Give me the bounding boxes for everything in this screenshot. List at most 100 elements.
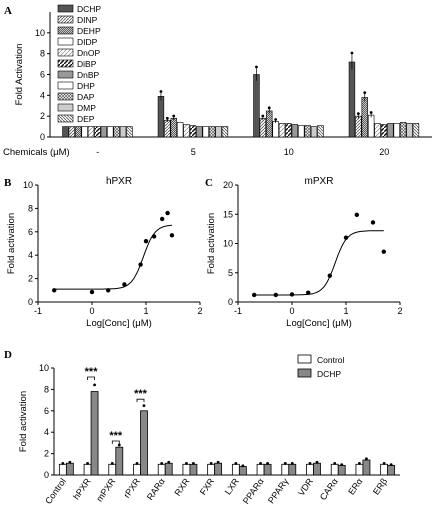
data-point-c (327, 273, 332, 278)
x-tick-label-b: 2 (197, 306, 202, 316)
replicate-dot-d (167, 460, 171, 464)
x-tick-label-d: hPXR (71, 476, 93, 501)
significance-label-d: *** (85, 366, 99, 378)
bar-a (393, 123, 400, 138)
bar-a (157, 96, 165, 138)
x-tick-label-c: -1 (234, 306, 242, 316)
fit-curve-c (254, 230, 384, 296)
significance-bracket-d (87, 376, 95, 381)
legend-swatch-d (297, 368, 312, 378)
significance-bracket-d (136, 398, 145, 403)
replicate-dot-a (261, 114, 265, 118)
bar-a (387, 123, 394, 138)
legend-swatch-a (57, 26, 74, 35)
chart-title-c: mPXR (305, 176, 334, 187)
y-tick-label-a: 2 (40, 111, 45, 121)
replicate-dot-d (389, 463, 393, 466)
legend-swatch-a (57, 70, 74, 79)
data-point-c (381, 249, 386, 254)
bar-a (259, 117, 267, 138)
bar-a (310, 126, 318, 138)
bar-a (202, 126, 209, 138)
bar-d (380, 463, 389, 476)
bar-a (189, 125, 197, 138)
replicate-dot-d (340, 463, 344, 466)
legend-label-d: DCHP (317, 369, 341, 379)
replicate-dot-d (185, 462, 188, 465)
data-point-b (89, 289, 95, 295)
bar-d (189, 463, 198, 476)
x-tick-label-d: LXR (223, 476, 242, 496)
significance-label-d: *** (109, 430, 123, 442)
y-tick-label-c: 10 (223, 239, 233, 249)
x-tick-label-a: 10 (284, 147, 294, 157)
bar-a (170, 117, 177, 138)
replicate-dot-a (356, 112, 360, 116)
legend-swatch-a (57, 4, 74, 13)
bar-d (108, 463, 117, 476)
x-tick-label-d: ERβ (371, 476, 389, 496)
y-tick-label-c: 0 (228, 297, 233, 307)
bar-d (337, 464, 346, 476)
data-point-b (52, 288, 57, 293)
bar-d (115, 446, 124, 476)
replicate-dot-d (160, 462, 164, 465)
y-tick-label-a: 8 (40, 49, 45, 59)
legend-label-a: DHP (77, 81, 95, 91)
bar-a (221, 126, 229, 138)
x-tick-label-b: 0 (89, 306, 94, 316)
bar-a (374, 123, 381, 138)
x-tick-label-c: 1 (343, 306, 348, 316)
bar-d (330, 463, 339, 476)
bar-d (214, 462, 223, 476)
replicate-dot-d (365, 457, 368, 461)
bar-a (285, 123, 292, 138)
panel-label-d: D (4, 349, 12, 361)
bar-a (62, 126, 69, 138)
replicate-dot-a (255, 65, 258, 69)
replicate-dot-d (315, 460, 319, 464)
replicate-dot-d (142, 404, 146, 408)
bar-d (306, 463, 314, 476)
replicate-dot-d (259, 462, 262, 465)
y-tick-label-b: 2 (28, 274, 33, 284)
legend-swatch-a (57, 92, 74, 101)
legend-label-a: DnOP (77, 48, 100, 58)
data-point-b (160, 216, 165, 222)
data-point-c (289, 292, 295, 297)
bar-a (81, 126, 88, 138)
legend-swatch-a (57, 48, 74, 57)
data-point-c (370, 220, 376, 225)
data-point-b (169, 233, 175, 238)
bar-d (83, 463, 92, 476)
panel-label-b: B (4, 177, 12, 189)
bar-d (65, 462, 74, 476)
replicate-dot-d (117, 443, 121, 447)
legend-label-a: DAP (77, 92, 95, 102)
replicate-dot-d (216, 460, 220, 464)
legend-label-a: DCHP (77, 4, 101, 14)
bar-a (304, 125, 311, 138)
bar-a (100, 126, 108, 138)
x-tick-label-d: ERα (346, 476, 364, 496)
x-tick-label-d: VDR (296, 476, 315, 498)
data-point-c (273, 292, 278, 298)
replicate-dot-d (382, 462, 386, 465)
bar-d (231, 463, 240, 476)
legend-label-a: DMP (77, 103, 96, 113)
bar-a (164, 120, 171, 138)
x-tick-label-d: RARα (145, 476, 167, 502)
x-tick-label-c: 0 (289, 306, 294, 316)
replicate-dot-d (68, 460, 72, 464)
bar-d (207, 463, 216, 476)
y-tick-label-d: 6 (44, 406, 49, 416)
replicate-dot-d (192, 462, 195, 465)
legend-label-a: DINP (77, 15, 98, 25)
x-tick-label-b: -1 (34, 306, 42, 316)
y-tick-label-d: 4 (44, 427, 49, 437)
chart-panel-a: 0 2 4 6 8 10 Fold Activation - 5 10 20 Chemicals (μ… (3, 4, 432, 158)
legend-swatch-d (297, 354, 312, 364)
bar-a (68, 126, 76, 138)
legend-swatch-a (57, 103, 74, 112)
